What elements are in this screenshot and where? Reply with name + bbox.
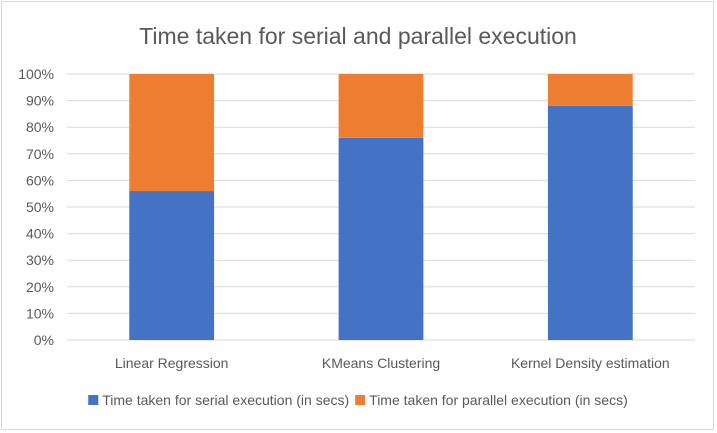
y-tick-label: 100% — [18, 66, 54, 82]
y-axis-tick-labels: 0% 10% 20% 30% 40% 50% 60% 70% 80% 90% 100% — [18, 66, 54, 348]
legend-swatch — [88, 395, 99, 405]
bar-segment-serial — [338, 137, 424, 340]
legend-label: Time taken for serial execution (in secs… — [102, 392, 349, 408]
bar-segment-serial — [547, 105, 633, 340]
bars — [129, 74, 633, 340]
y-tick-label: 10% — [26, 305, 54, 321]
y-tick-label: 80% — [26, 119, 54, 135]
x-category-label: Kernel Density estimation — [511, 355, 670, 371]
bar-segment-parallel — [338, 74, 424, 138]
legend-swatch — [355, 395, 366, 405]
y-tick-label: 40% — [26, 226, 54, 242]
legend-item: Time taken for serial execution (in secs… — [88, 392, 349, 408]
y-tick-label: 0% — [34, 332, 54, 348]
bar-segment-parallel — [547, 74, 633, 106]
x-axis-category-labels: Linear Regression KMeans Clustering Kernel… — [115, 355, 670, 371]
y-tick-label: 90% — [26, 93, 54, 109]
x-category-label: Linear Regression — [115, 355, 229, 371]
bar-segment-parallel — [129, 74, 215, 192]
chart-title: Time taken for serial and parallel execu… — [139, 23, 577, 49]
y-tick-label: 70% — [26, 146, 54, 162]
y-tick-label: 50% — [26, 199, 54, 215]
legend: Time taken for serial execution (in secs… — [88, 392, 628, 408]
bar-segment-serial — [129, 191, 215, 340]
legend-item: Time taken for parallel execution (in se… — [355, 392, 628, 408]
y-tick-label: 20% — [26, 279, 54, 295]
y-tick-label: 60% — [26, 172, 54, 188]
legend-label: Time taken for parallel execution (in se… — [369, 392, 628, 408]
x-category-label: KMeans Clustering — [322, 355, 440, 371]
y-tick-label: 30% — [26, 252, 54, 268]
